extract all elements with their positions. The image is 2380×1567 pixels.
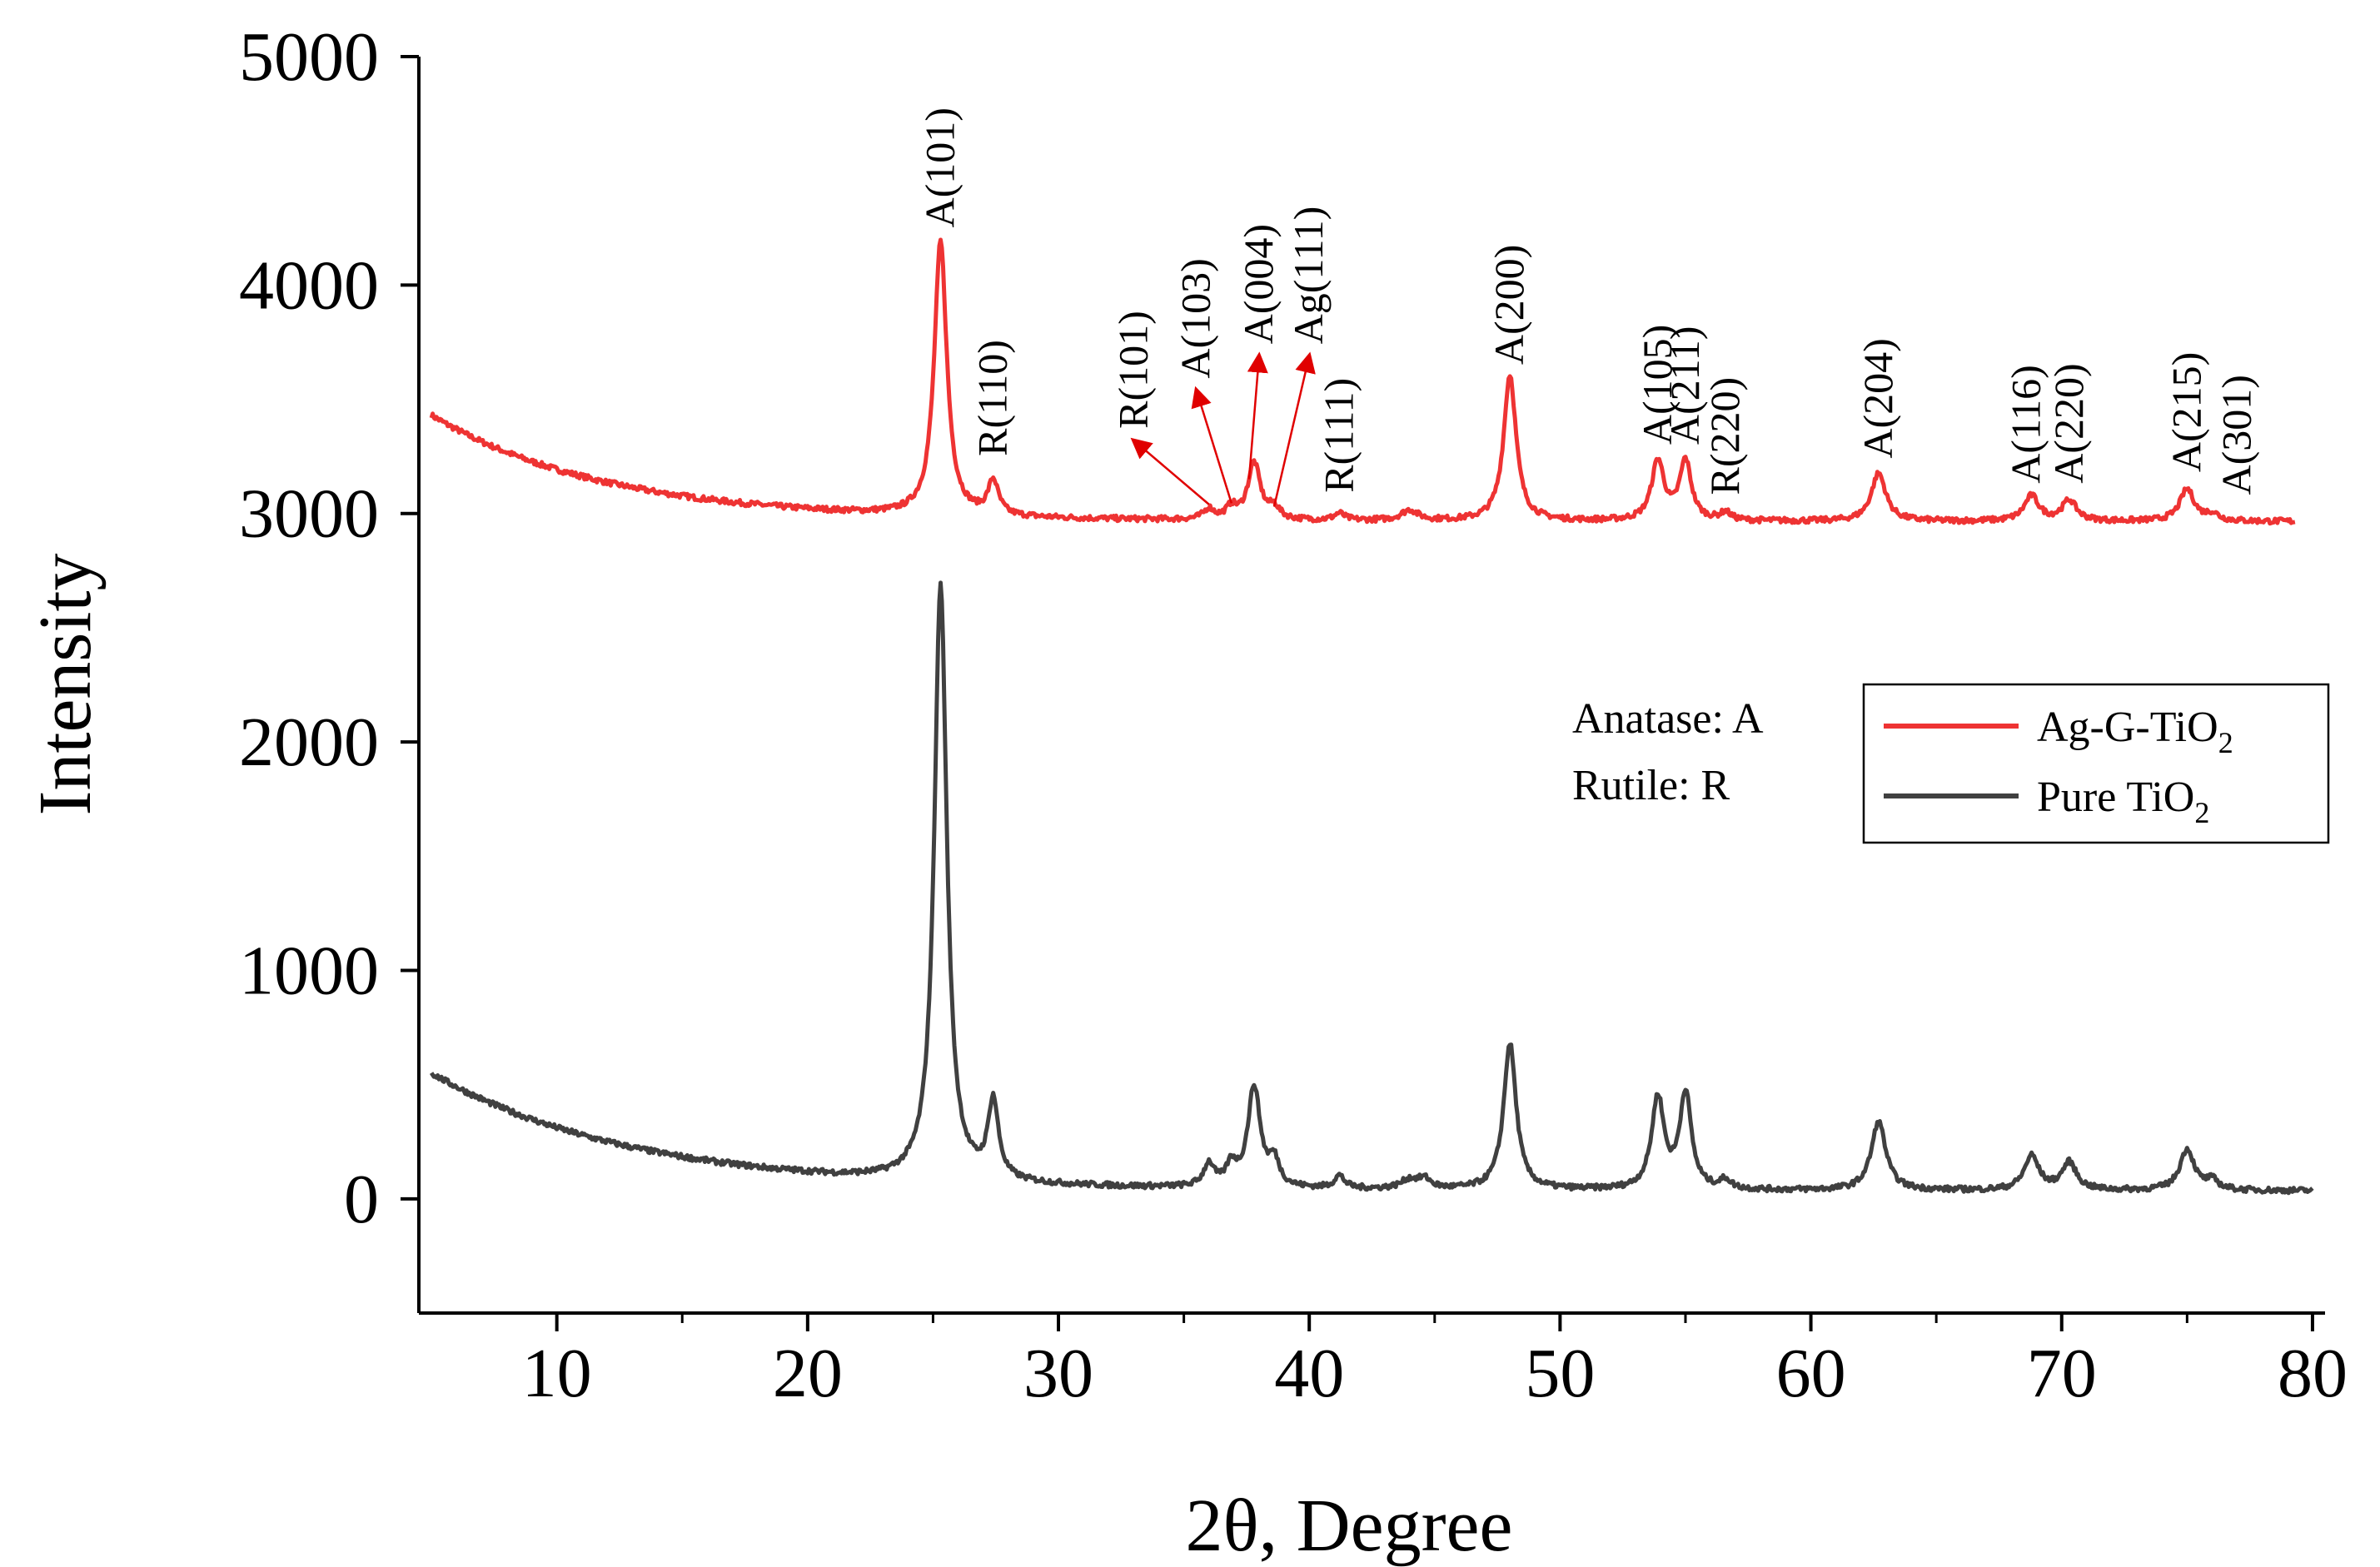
peak-label: A(220) xyxy=(2045,363,2092,483)
peak-arrow xyxy=(1272,351,1316,507)
x-tick-label: 80 xyxy=(2278,1335,2348,1412)
x-tick-label: 60 xyxy=(1776,1335,1846,1412)
x-tick-label: 70 xyxy=(2027,1335,2097,1412)
peak-label: A(116) xyxy=(2003,365,2049,484)
legend-label-pure-sub: 2 xyxy=(2194,796,2209,829)
legend-label-pure: Pure TiO2 xyxy=(2037,774,2209,829)
peak-label: A(101) xyxy=(917,107,963,227)
peak-label: A(105) xyxy=(1634,325,1680,445)
phase-note-anatase: Anatase: A xyxy=(1572,695,1764,743)
peak-label: R(101) xyxy=(1109,311,1156,429)
peak-label: A(200) xyxy=(1486,245,1532,365)
y-tick-label: 2000 xyxy=(239,704,379,781)
y-tick-label: 3000 xyxy=(239,475,379,553)
peak-label: A(215) xyxy=(2163,352,2209,472)
peak-label: A(204) xyxy=(1855,338,1901,458)
peak-label: A(103) xyxy=(1173,258,1219,378)
x-tick-label: 10 xyxy=(522,1335,592,1412)
x-tick-label: 20 xyxy=(773,1335,843,1412)
pure-tio2-series-line xyxy=(429,580,2314,1196)
y-tick-label: 4000 xyxy=(239,246,379,324)
plot-layer xyxy=(429,237,2314,1196)
y-axis-title: Intensity xyxy=(24,554,107,816)
peak-label: R(220) xyxy=(1701,377,1748,495)
ag-g-tio2-series-line xyxy=(429,237,2296,526)
legend-label-ag-main: Ag-G-TiO xyxy=(2037,704,2218,751)
ticks-layer: 10 20 30 40 50 60 70 80 0 1000 2000 3000 4000 5000 xyxy=(239,18,2348,1412)
x-axis-title: 2θ, Degree xyxy=(1186,1485,1513,1567)
peak-arrow xyxy=(1191,386,1233,504)
x-tick-label: 30 xyxy=(1023,1335,1093,1412)
peak-label: A(301) xyxy=(2213,375,2260,495)
legend: Ag-G-TiO2 Pure TiO2 xyxy=(1862,683,2330,844)
legend-label-ag-sub: 2 xyxy=(2218,726,2233,759)
legend-label-pure-main: Pure TiO xyxy=(2037,774,2194,821)
peak-label: Ag(111) xyxy=(1285,206,1332,345)
y-tick-label: 1000 xyxy=(239,932,379,1009)
annotation-layer: A(101) R(110) R(101) A(103) A(004) Ag(111) R(1… xyxy=(917,107,2260,507)
peak-label: R(110) xyxy=(969,340,1016,456)
x-tick-label: 40 xyxy=(1274,1335,1344,1412)
peak-arrow xyxy=(1130,437,1210,505)
y-tick-label: 0 xyxy=(344,1161,379,1238)
peak-label: A(004) xyxy=(1235,224,1282,344)
peak-label: R(111) xyxy=(1315,378,1362,493)
phase-note-rutile: Rutile: R xyxy=(1572,762,1730,809)
y-tick-label: 5000 xyxy=(239,18,379,96)
x-tick-label: 50 xyxy=(1525,1335,1595,1412)
peak-label: A(211) xyxy=(1661,326,1708,445)
legend-box xyxy=(1862,683,2330,844)
peak-arrow xyxy=(1247,351,1268,480)
legend-label-ag: Ag-G-TiO2 xyxy=(2037,704,2233,759)
